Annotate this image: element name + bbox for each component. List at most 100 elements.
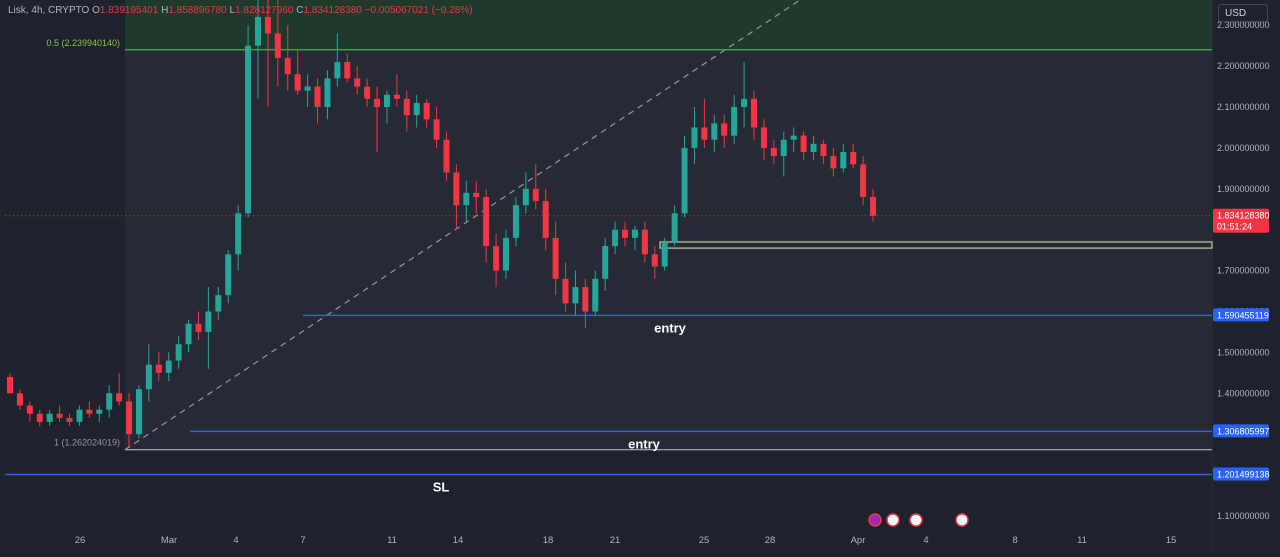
candle-body [36,413,43,422]
candle-body [56,413,63,418]
candle-body [731,107,738,136]
candle-body [314,86,321,107]
candle-body [572,286,579,304]
candle-body [334,62,341,79]
candle-body [830,156,837,169]
x-tick-label: 26 [75,535,86,546]
candle-body [364,86,371,99]
candle-body [522,188,529,206]
candle-body [612,229,619,247]
candle-body [294,74,301,91]
candle-body [393,94,400,99]
event-lightning-icon[interactable] [868,513,882,527]
candle-body [205,311,212,332]
candle-body [473,192,480,197]
change-value: −0.005067021 (−0.28%) [364,5,473,16]
event-flag-icon[interactable] [955,513,969,527]
candle-body [96,409,103,414]
candle-body [195,323,202,332]
x-tick-label: 28 [765,535,776,546]
candle-body [403,98,410,116]
price-label-box [1213,424,1269,438]
high-value: 1.858896780 [168,5,227,16]
candle-body [413,102,420,116]
candle-body [86,409,93,414]
candle-body [671,213,678,242]
candle-body [304,86,311,91]
candle-body [602,246,609,279]
price-scale-panel [1212,0,1280,552]
candle-body [235,213,242,255]
x-tick-label: 4 [233,535,238,546]
chart-legend: Lisk, 4h, CRYPTO O1.839195401 H1.8588967… [8,5,473,16]
symbol-label[interactable]: Lisk, 4h, CRYPTO [8,5,90,16]
candle-body [344,62,351,79]
event-flag-icon[interactable] [886,513,900,527]
candle-body [860,164,867,197]
y-tick-label: 2.200000000 [1217,61,1270,71]
candle-body [264,17,271,34]
fib-range-zone [125,49,1212,450]
event-flag-icon[interactable] [909,513,923,527]
candle-body [255,17,261,46]
x-tick-label: 8 [1012,535,1017,546]
candle-body [423,102,430,120]
currency-selector[interactable]: USD [1218,4,1268,22]
open-label: O [92,5,100,16]
candle-body [383,94,390,107]
candle-body [463,192,470,206]
candle-body [751,98,757,128]
annotation-label: entry [628,436,661,451]
candle-body [552,237,559,279]
candle-body [651,254,658,267]
candle-body [354,78,361,87]
fib-upper-zone [125,0,1212,50]
candle-body [155,364,162,373]
close-label: C [296,5,304,16]
candle-body [711,123,718,140]
fib-trend-line[interactable] [124,0,801,451]
candle-body [512,205,519,238]
candle-body [622,229,629,238]
candle-body [274,33,281,58]
price-label-text: 1.834128380 [1217,211,1270,221]
candle-body [7,376,13,394]
y-tick-label: 1.400000000 [1217,388,1270,398]
candle-body [701,127,708,140]
annotation-label: SL [433,479,450,494]
candle-body [780,139,787,157]
price-label-box [1213,467,1269,481]
price-label-box [1213,208,1269,233]
low-value: 1.828127960 [235,5,294,16]
candle-body [592,278,599,312]
candle-body [631,229,638,238]
x-tick-label: 11 [387,535,397,546]
countdown-label: 01:51:24 [1217,222,1252,232]
fib-label: 1 (1.262024019) [54,438,120,448]
y-tick-label: 1.700000000 [1217,266,1270,276]
price-label-text: 1.201499138 [1217,469,1270,479]
support-zone[interactable] [659,241,1213,249]
x-tick-label: 18 [543,535,554,546]
price-label-box [1213,308,1269,322]
candle-body [503,237,509,271]
x-tick-label: Mar [161,535,177,546]
open-value: 1.839195401 [99,5,159,16]
y-tick-label: 2.100000000 [1217,102,1270,112]
candle-body [760,127,767,148]
candle-body [493,246,500,271]
candle-body [76,409,83,422]
candle-body [453,172,460,206]
candle-body [840,151,847,169]
candle-body [106,393,113,410]
candle-body [741,98,748,107]
y-tick-label: 2.000000000 [1217,143,1270,153]
candle-body [770,147,777,157]
candle-body [870,196,877,216]
candle-body [542,201,549,238]
candle-body [185,323,192,345]
x-tick-label: 21 [610,535,621,546]
candle-body [483,196,490,247]
